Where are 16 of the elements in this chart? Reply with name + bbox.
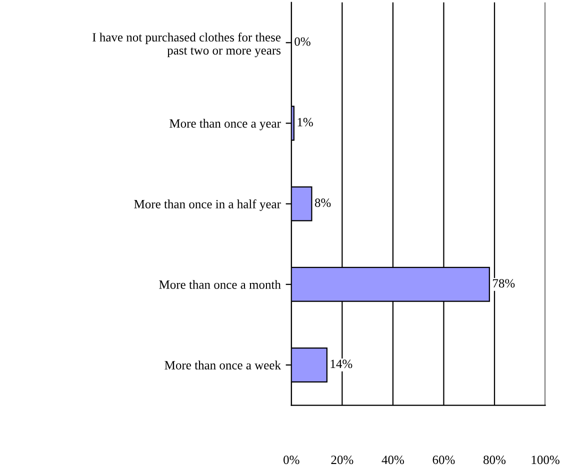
data-label: 0% <box>294 37 310 46</box>
y-tick-label: More than once in a half year <box>134 199 281 211</box>
data-label: 78% <box>493 279 515 288</box>
x-tick-label: 80% <box>484 456 506 464</box>
y-tick-label: More than once a week <box>164 360 281 370</box>
x-tick-label: 20% <box>331 456 354 464</box>
x-tick-label: 60% <box>432 456 455 464</box>
x-tick-label: 0% <box>284 456 300 464</box>
y-tick-label: More than once a month <box>159 280 281 289</box>
x-tick-label: 40% <box>382 456 404 464</box>
x-tick-label: 100% <box>532 456 560 464</box>
y-tick-label: More than once a year <box>170 118 281 130</box>
data-label: 14% <box>330 360 352 368</box>
y-tick-label: I have not purchased clothes for these past two or more years <box>92 32 281 58</box>
data-label: 8% <box>314 198 331 207</box>
data-label: 1% <box>298 118 313 126</box>
